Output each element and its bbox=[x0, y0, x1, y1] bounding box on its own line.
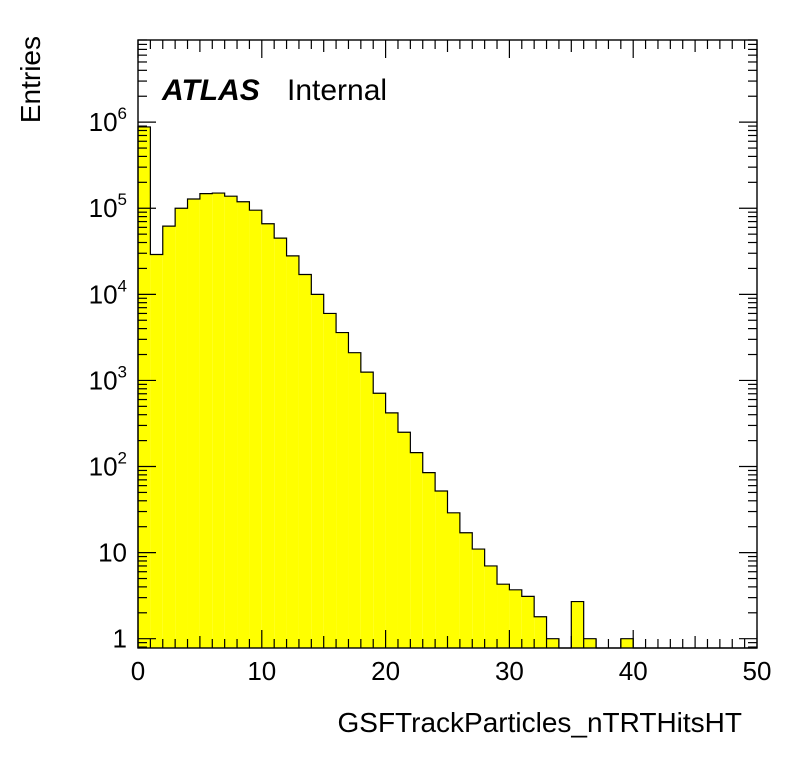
histogram-bar bbox=[410, 452, 423, 648]
y-tick-label: 103 bbox=[89, 362, 127, 395]
histogram-bar bbox=[274, 238, 287, 648]
x-tick-labels: 0 10 20 30 40 50 bbox=[131, 656, 772, 686]
histogram-bar bbox=[521, 596, 535, 648]
x-axis-title: GSFTrackParticles_nTRTHitsHT bbox=[338, 707, 743, 738]
histogram-bar bbox=[571, 601, 584, 648]
histogram-bar bbox=[286, 255, 299, 648]
histogram-bar bbox=[150, 254, 163, 648]
histogram-bar bbox=[385, 412, 398, 648]
x-tick-label: 10 bbox=[247, 656, 276, 686]
x-tick-label: 30 bbox=[495, 656, 524, 686]
histogram-bar bbox=[484, 565, 498, 648]
histogram-bar bbox=[447, 512, 460, 648]
y-tick-label: 102 bbox=[89, 449, 127, 482]
histogram-bar bbox=[472, 549, 485, 648]
x-tick-label: 20 bbox=[371, 656, 400, 686]
y-tick-label: 1 bbox=[113, 624, 127, 654]
histogram-bars bbox=[138, 126, 634, 649]
y-tick-label: 105 bbox=[89, 190, 127, 223]
histogram-bar bbox=[459, 532, 473, 648]
histogram-bar bbox=[360, 372, 374, 648]
histogram-bar bbox=[373, 393, 386, 648]
histogram-bar bbox=[175, 208, 188, 648]
histogram-bar bbox=[249, 210, 262, 649]
y-tick-label: 104 bbox=[89, 276, 127, 309]
histogram-bar bbox=[261, 223, 275, 648]
histogram-bar bbox=[138, 126, 151, 648]
histogram-bar bbox=[620, 638, 634, 648]
histogram-bar bbox=[497, 584, 510, 648]
histogram-bar bbox=[422, 472, 436, 648]
histogram-bar bbox=[336, 332, 349, 648]
histogram-bar bbox=[162, 226, 176, 649]
histogram-bar bbox=[187, 199, 200, 648]
histogram-bar bbox=[435, 490, 448, 648]
histogram-bar bbox=[298, 274, 312, 648]
histogram-bar bbox=[583, 638, 597, 648]
y-tick-label: 106 bbox=[89, 104, 127, 137]
histogram-bar bbox=[546, 638, 559, 648]
histogram-bar bbox=[199, 193, 213, 648]
x-tick-label: 50 bbox=[743, 656, 772, 686]
histogram-bar bbox=[534, 616, 547, 648]
histogram-bar bbox=[237, 201, 250, 649]
internal-label: Internal bbox=[287, 74, 387, 107]
histogram-bar bbox=[397, 432, 411, 648]
histogram-bar bbox=[212, 193, 225, 648]
axis-ticks bbox=[137, 39, 758, 648]
y-tick-label: 10 bbox=[98, 538, 127, 568]
y-tick-labels: 1 10 102 103 104 105 106 bbox=[89, 104, 127, 654]
histogram-bar bbox=[224, 196, 238, 648]
histogram-bar bbox=[348, 352, 361, 648]
histogram-bar bbox=[323, 313, 337, 648]
y-axis-title: Entries bbox=[15, 36, 46, 123]
histogram-bar bbox=[509, 589, 522, 648]
atlas-label: ATLAS bbox=[161, 74, 260, 107]
x-tick-label: 40 bbox=[619, 656, 648, 686]
histogram-bar bbox=[311, 294, 324, 648]
x-tick-label: 0 bbox=[131, 656, 145, 686]
